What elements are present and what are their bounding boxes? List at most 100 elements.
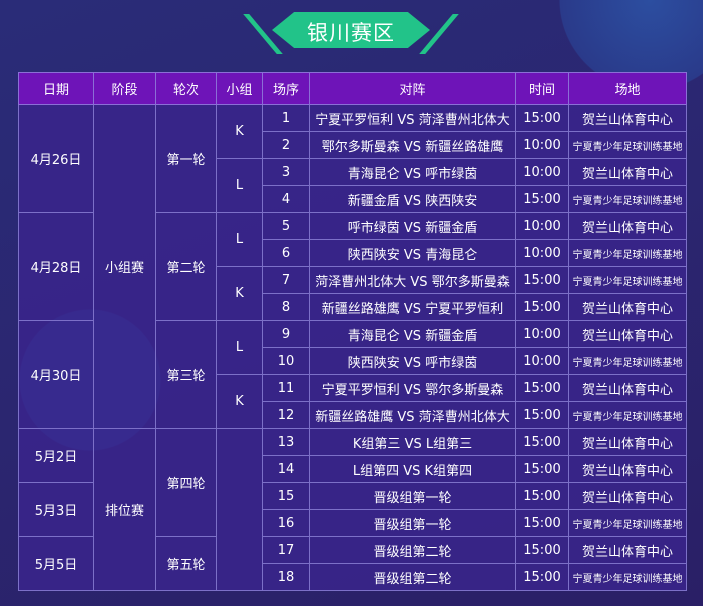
match-number: 13 (262, 428, 310, 456)
table-row: 4 新疆金盾 VS 陕西陕安 15:00 宁夏青少年足球训练基地 (19, 185, 687, 213)
match-teams: 陕西陕安 VS 呼市绿茵 (309, 347, 516, 375)
table-row: 12 新疆丝路雄鹰 VS 菏泽曹州北体大 15:00 宁夏青少年足球训练基地 (19, 401, 687, 429)
match-teams: 青海昆仑 VS 呼市绿茵 (309, 158, 516, 186)
match-time: 15:00 (515, 563, 569, 591)
date-cell: 5月5日 (18, 536, 94, 591)
table-row: L 3 青海昆仑 VS 呼市绿茵 10:00 贺兰山体育中心 (19, 158, 687, 213)
match-teams: 菏泽曹州北体大 VS 鄂尔多斯曼森 (309, 266, 516, 294)
match-teams: 宁夏平罗恒利 VS 鄂尔多斯曼森 (309, 374, 516, 402)
date-cell: 4月28日 (18, 212, 94, 321)
table-row: 6 陕西陕安 VS 青海昆仑 10:00 宁夏青少年足球训练基地 (19, 239, 687, 267)
group-cell: L (216, 320, 263, 375)
match-venue: 宁夏青少年足球训练基地 (568, 563, 687, 591)
match-venue: 贺兰山体育中心 (568, 212, 687, 240)
match-number: 8 (262, 293, 310, 321)
match-teams: 晋级组第一轮 (309, 509, 516, 537)
match-teams: 晋级组第二轮 (309, 536, 516, 564)
match-teams: 青海昆仑 VS 新疆金盾 (309, 320, 516, 348)
schedule-table: 日期 阶段 轮次 小组 场序 对阵 时间 场地 4月26日 小组赛 第一轮 K 1 宁夏平罗恒利 VS … (18, 72, 687, 591)
group-cell: K (216, 104, 263, 159)
match-venue: 贺兰山体育中心 (568, 428, 687, 456)
match-number: 4 (262, 185, 310, 213)
column-header: 场地 (568, 72, 687, 105)
group-cell: L (216, 158, 263, 213)
match-number: 6 (262, 239, 310, 267)
match-teams: 新疆金盾 VS 陕西陕安 (309, 185, 516, 213)
match-time: 15:00 (515, 509, 569, 537)
column-header: 对阵 (309, 72, 516, 105)
match-number: 14 (262, 455, 310, 483)
match-number: 7 (262, 266, 310, 294)
stage-cell: 小组赛 (93, 104, 156, 429)
match-number: 9 (262, 320, 310, 348)
table-row: 4月26日 小组赛 第一轮 K 1 宁夏平罗恒利 VS 菏泽曹州北体大 15:00 贺兰山体育… (18, 104, 687, 429)
match-teams: 陕西陕安 VS 青海昆仑 (309, 239, 516, 267)
match-number: 5 (262, 212, 310, 240)
match-venue: 贺兰山体育中心 (568, 536, 687, 564)
region-title: 银川赛区 (307, 21, 395, 45)
match-time: 10:00 (515, 239, 569, 267)
column-header: 场序 (262, 72, 310, 105)
match-venue: 贺兰山体育中心 (568, 455, 687, 483)
table-row: 8 新疆丝路雄鹰 VS 宁夏平罗恒利 15:00 贺兰山体育中心 (19, 293, 687, 321)
match-time: 10:00 (515, 212, 569, 240)
date-cell: 5月3日 (18, 482, 94, 537)
match-number: 12 (262, 401, 310, 429)
group-cell (216, 428, 263, 591)
match-time: 15:00 (515, 185, 569, 213)
match-time: 15:00 (515, 428, 569, 456)
header-row: 日期 阶段 轮次 小组 场序 对阵 时间 场地 (18, 72, 687, 105)
round-cell: 第三轮 (155, 320, 217, 429)
match-number: 1 (262, 104, 310, 132)
group-cell: K (216, 266, 263, 321)
match-time: 15:00 (515, 293, 569, 321)
table-row: 2 鄂尔多斯曼森 VS 新疆丝路雄鹰 10:00 宁夏青少年足球训练基地 (19, 131, 687, 159)
match-time: 15:00 (515, 536, 569, 564)
match-teams: 呼市绿茵 VS 新疆金盾 (309, 212, 516, 240)
region-title-banner: 银川赛区 (243, 10, 459, 54)
round-cell: 第五轮 (155, 536, 217, 591)
match-venue: 贺兰山体育中心 (568, 374, 687, 402)
match-venue: 贺兰山体育中心 (568, 320, 687, 348)
match-teams: L组第四 VS K组第四 (309, 455, 516, 483)
match-time: 10:00 (515, 131, 569, 159)
match-time: 10:00 (515, 158, 569, 186)
column-header: 日期 (18, 72, 94, 105)
column-header: 时间 (515, 72, 569, 105)
round-cell: 第二轮 (155, 212, 217, 321)
date-cell: 4月26日 (18, 104, 94, 213)
match-time: 15:00 (515, 104, 569, 132)
table-row: K 11 宁夏平罗恒利 VS 鄂尔多斯曼森 15:00 贺兰山体育中心 (19, 374, 687, 429)
match-venue: 宁夏青少年足球训练基地 (568, 131, 687, 159)
match-venue: 宁夏青少年足球训练基地 (568, 509, 687, 537)
match-teams: 晋级组第二轮 (309, 563, 516, 591)
date-cell: 4月30日 (18, 320, 94, 429)
table-row: 5月3日 15 晋级组第一轮 15:00 贺兰山体育中心 (18, 482, 687, 537)
table-row: K 7 菏泽曹州北体大 VS 鄂尔多斯曼森 15:00 宁夏青少年足球训练基地 (19, 266, 687, 321)
match-time: 15:00 (515, 266, 569, 294)
match-venue: 贺兰山体育中心 (568, 158, 687, 186)
group-cell: K (216, 374, 263, 429)
match-venue: 贺兰山体育中心 (568, 104, 687, 132)
table-row: 5月5日 第五轮 17 晋级组第二轮 15:00 贺兰山体育中心 (18, 536, 687, 591)
match-time: 15:00 (515, 482, 569, 510)
match-venue: 宁夏青少年足球训练基地 (568, 347, 687, 375)
match-venue: 宁夏青少年足球训练基地 (568, 239, 687, 267)
round-cell: 第四轮 (155, 428, 217, 537)
match-teams: 新疆丝路雄鹰 VS 宁夏平罗恒利 (309, 293, 516, 321)
round-cell: 第一轮 (155, 104, 217, 213)
column-header: 阶段 (93, 72, 156, 105)
match-number: 16 (262, 509, 310, 537)
match-venue: 宁夏青少年足球训练基地 (568, 266, 687, 294)
title-hexagon (272, 12, 430, 48)
match-venue: 贺兰山体育中心 (568, 482, 687, 510)
match-number: 17 (262, 536, 310, 564)
table-row: 18 晋级组第二轮 15:00 宁夏青少年足球训练基地 (19, 563, 687, 591)
match-number: 11 (262, 374, 310, 402)
match-number: 2 (262, 131, 310, 159)
match-number: 15 (262, 482, 310, 510)
date-cell: 5月2日 (18, 428, 94, 483)
match-time: 10:00 (515, 347, 569, 375)
match-time: 15:00 (515, 401, 569, 429)
match-number: 18 (262, 563, 310, 591)
